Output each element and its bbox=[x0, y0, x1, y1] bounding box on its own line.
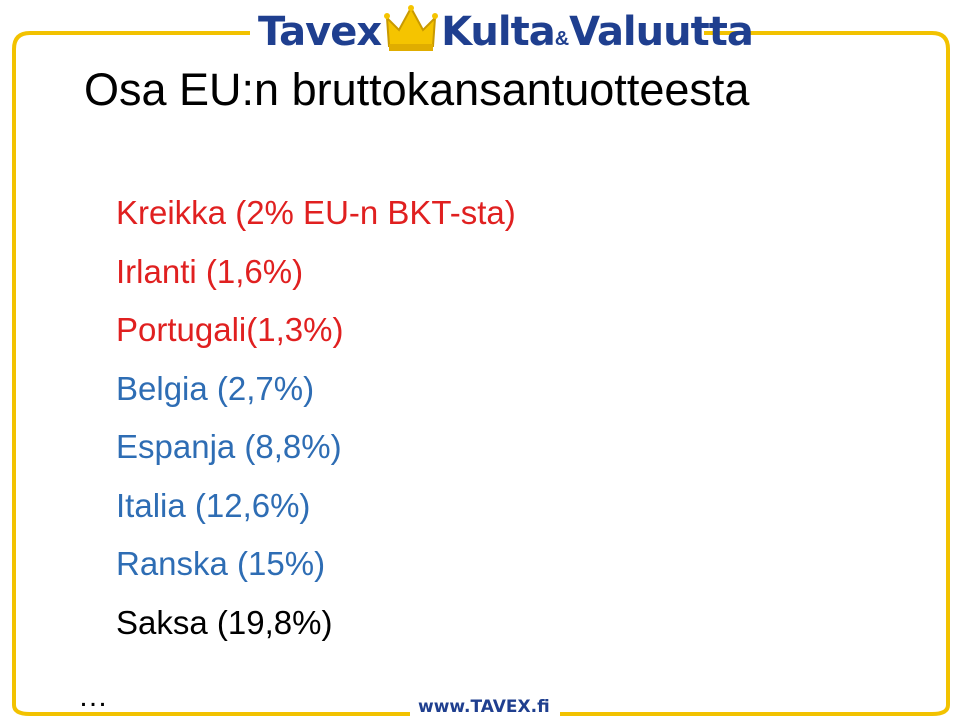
crown-icon bbox=[384, 5, 439, 51]
slide-title: Osa EU:n bruttokansantuotteesta bbox=[84, 64, 750, 115]
logo-word-kulta: Kulta bbox=[441, 9, 556, 55]
list-item: Espanja (8,8%) bbox=[116, 428, 342, 465]
list-item: Ranska (15%) bbox=[116, 545, 326, 582]
country-list: Kreikka (2% EU-n BKT-sta) Irlanti (1,6%)… bbox=[116, 184, 516, 652]
ellipsis: … bbox=[78, 680, 108, 713]
tavex-logo: Tavex Kulta & Valuutta bbox=[258, 4, 754, 55]
list-item: Belgia (2,7%) bbox=[116, 369, 315, 407]
list-item: Kreikka (2% EU-n BKT-sta) bbox=[116, 194, 516, 231]
footer-url[interactable]: www.TAVEX.fi bbox=[412, 696, 556, 718]
list-item: Italia (12,6%) bbox=[116, 486, 311, 524]
list-item: Portugali(1,3%) bbox=[116, 311, 344, 348]
logo-word-valuutta: Valuutta bbox=[569, 9, 754, 55]
logo-ampersand: & bbox=[554, 28, 570, 50]
list-item: Irlanti (1,6%) bbox=[116, 252, 304, 290]
list-item: Saksa (19,8%) bbox=[116, 603, 333, 641]
logo-word-tavex: Tavex bbox=[258, 9, 382, 55]
